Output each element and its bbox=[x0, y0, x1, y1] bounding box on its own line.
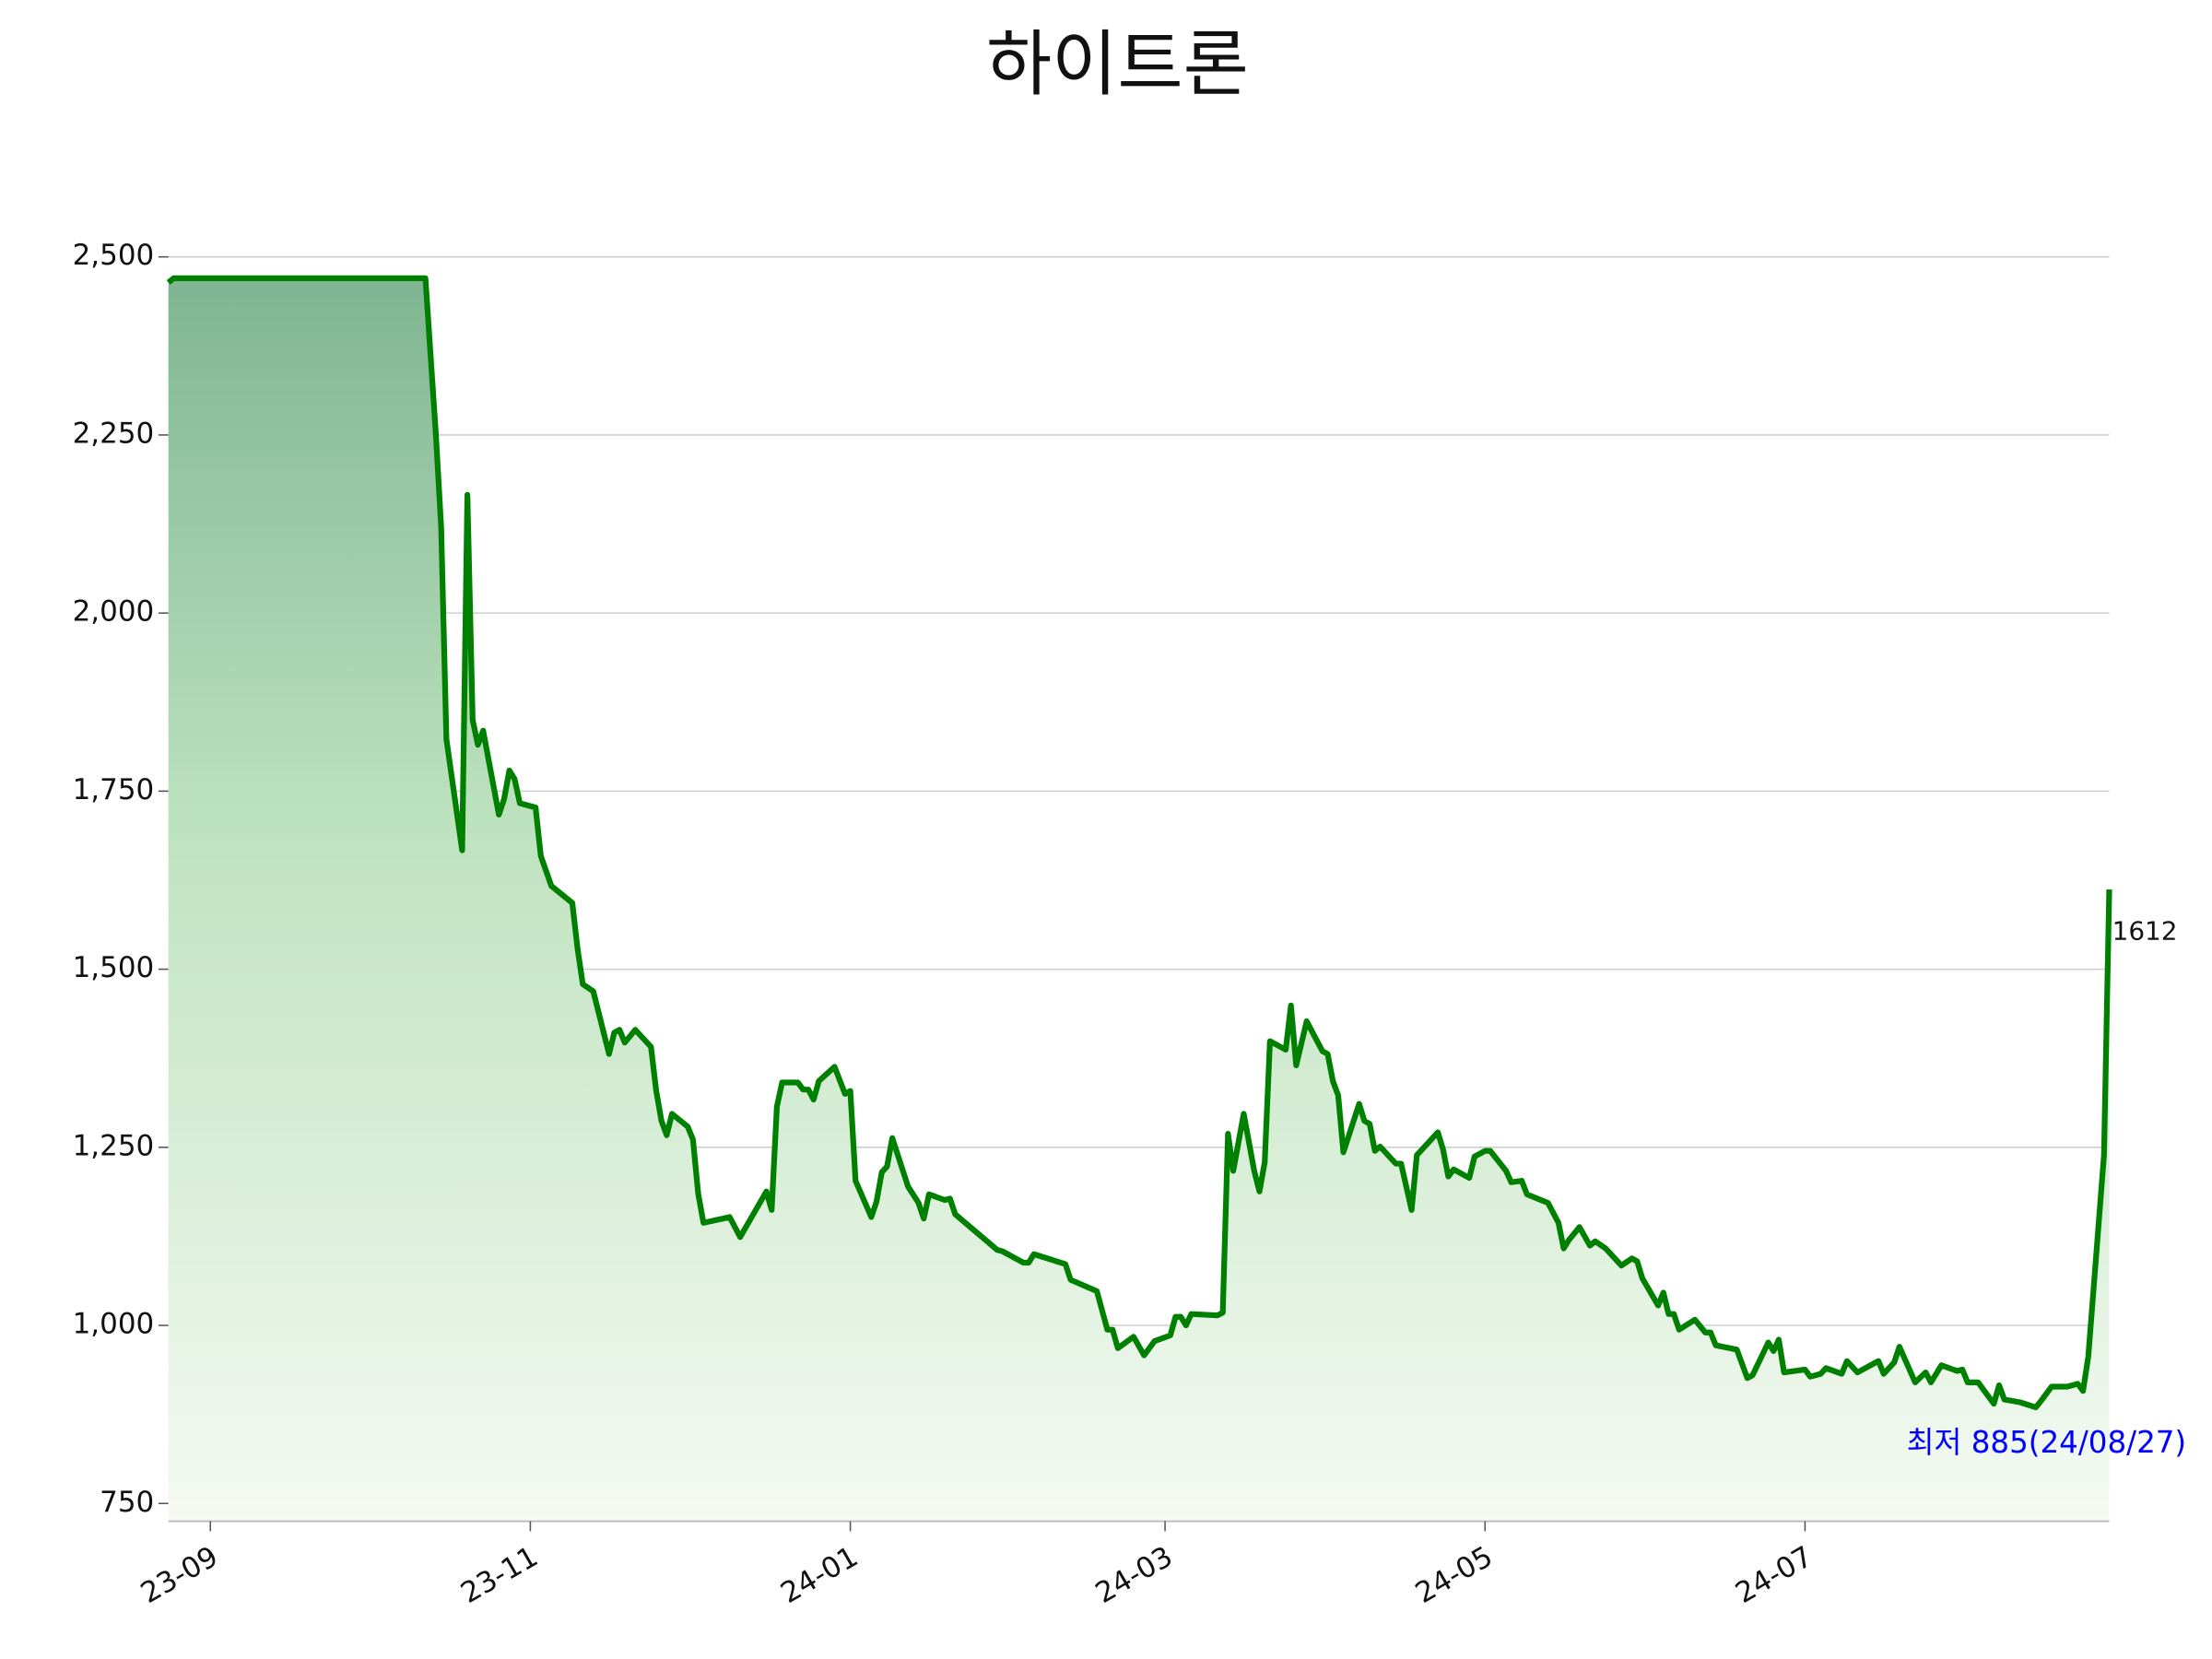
y-tick-label: 1,750 bbox=[73, 773, 155, 806]
area bbox=[168, 277, 2110, 1522]
y-tick-label: 2,500 bbox=[73, 239, 155, 272]
x-tick-label: 24-05 bbox=[1410, 1540, 1499, 1610]
x-tick-label: 23-11 bbox=[455, 1540, 544, 1610]
x-tick-label: 23-09 bbox=[135, 1540, 224, 1610]
price-line bbox=[166, 275, 2112, 1411]
chart-title: 하이트론 bbox=[986, 23, 1249, 106]
y-tick-label: 2,250 bbox=[73, 417, 155, 450]
x-tick-label: 24-01 bbox=[775, 1540, 864, 1610]
y-tick-label: 1,500 bbox=[73, 951, 155, 984]
y-tick-label: 2,000 bbox=[73, 595, 155, 629]
last-value-label: 1612 bbox=[2112, 915, 2178, 946]
y-tick-label: 1,250 bbox=[73, 1129, 155, 1162]
x-tick-label: 24-07 bbox=[1730, 1540, 1818, 1610]
y-tick-label: 750 bbox=[100, 1486, 154, 1519]
y-tick-label: 1,000 bbox=[73, 1308, 155, 1341]
x-tick-label: 24-03 bbox=[1090, 1540, 1179, 1610]
min-annotation: 최저 885(24/08/27) bbox=[1907, 1425, 2187, 1460]
